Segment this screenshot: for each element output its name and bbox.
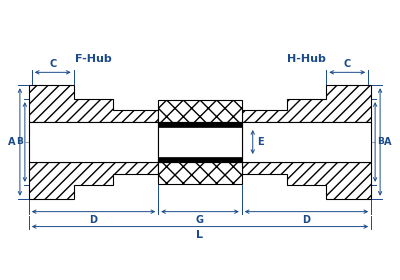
Polygon shape — [29, 85, 158, 122]
Bar — [29, 122, 158, 162]
Polygon shape — [242, 162, 371, 199]
Bar — [158, 157, 242, 162]
Bar — [158, 100, 242, 122]
Bar — [158, 122, 242, 162]
Bar — [158, 162, 242, 184]
Text: A: A — [8, 137, 16, 147]
Text: G: G — [196, 215, 204, 225]
Text: A: A — [384, 137, 392, 147]
Text: C: C — [49, 59, 56, 69]
Text: F-Hub: F-Hub — [75, 54, 112, 64]
Bar — [242, 122, 371, 162]
Text: D: D — [302, 215, 310, 225]
Polygon shape — [29, 162, 158, 199]
Text: H-Hub: H-Hub — [287, 54, 326, 64]
Text: L: L — [196, 230, 204, 240]
Polygon shape — [242, 85, 371, 122]
Text: C: C — [344, 59, 351, 69]
Bar — [158, 122, 242, 127]
Text: E: E — [257, 137, 263, 147]
Text: B: B — [377, 137, 384, 146]
Text: D: D — [90, 215, 98, 225]
Text: B: B — [16, 137, 23, 146]
